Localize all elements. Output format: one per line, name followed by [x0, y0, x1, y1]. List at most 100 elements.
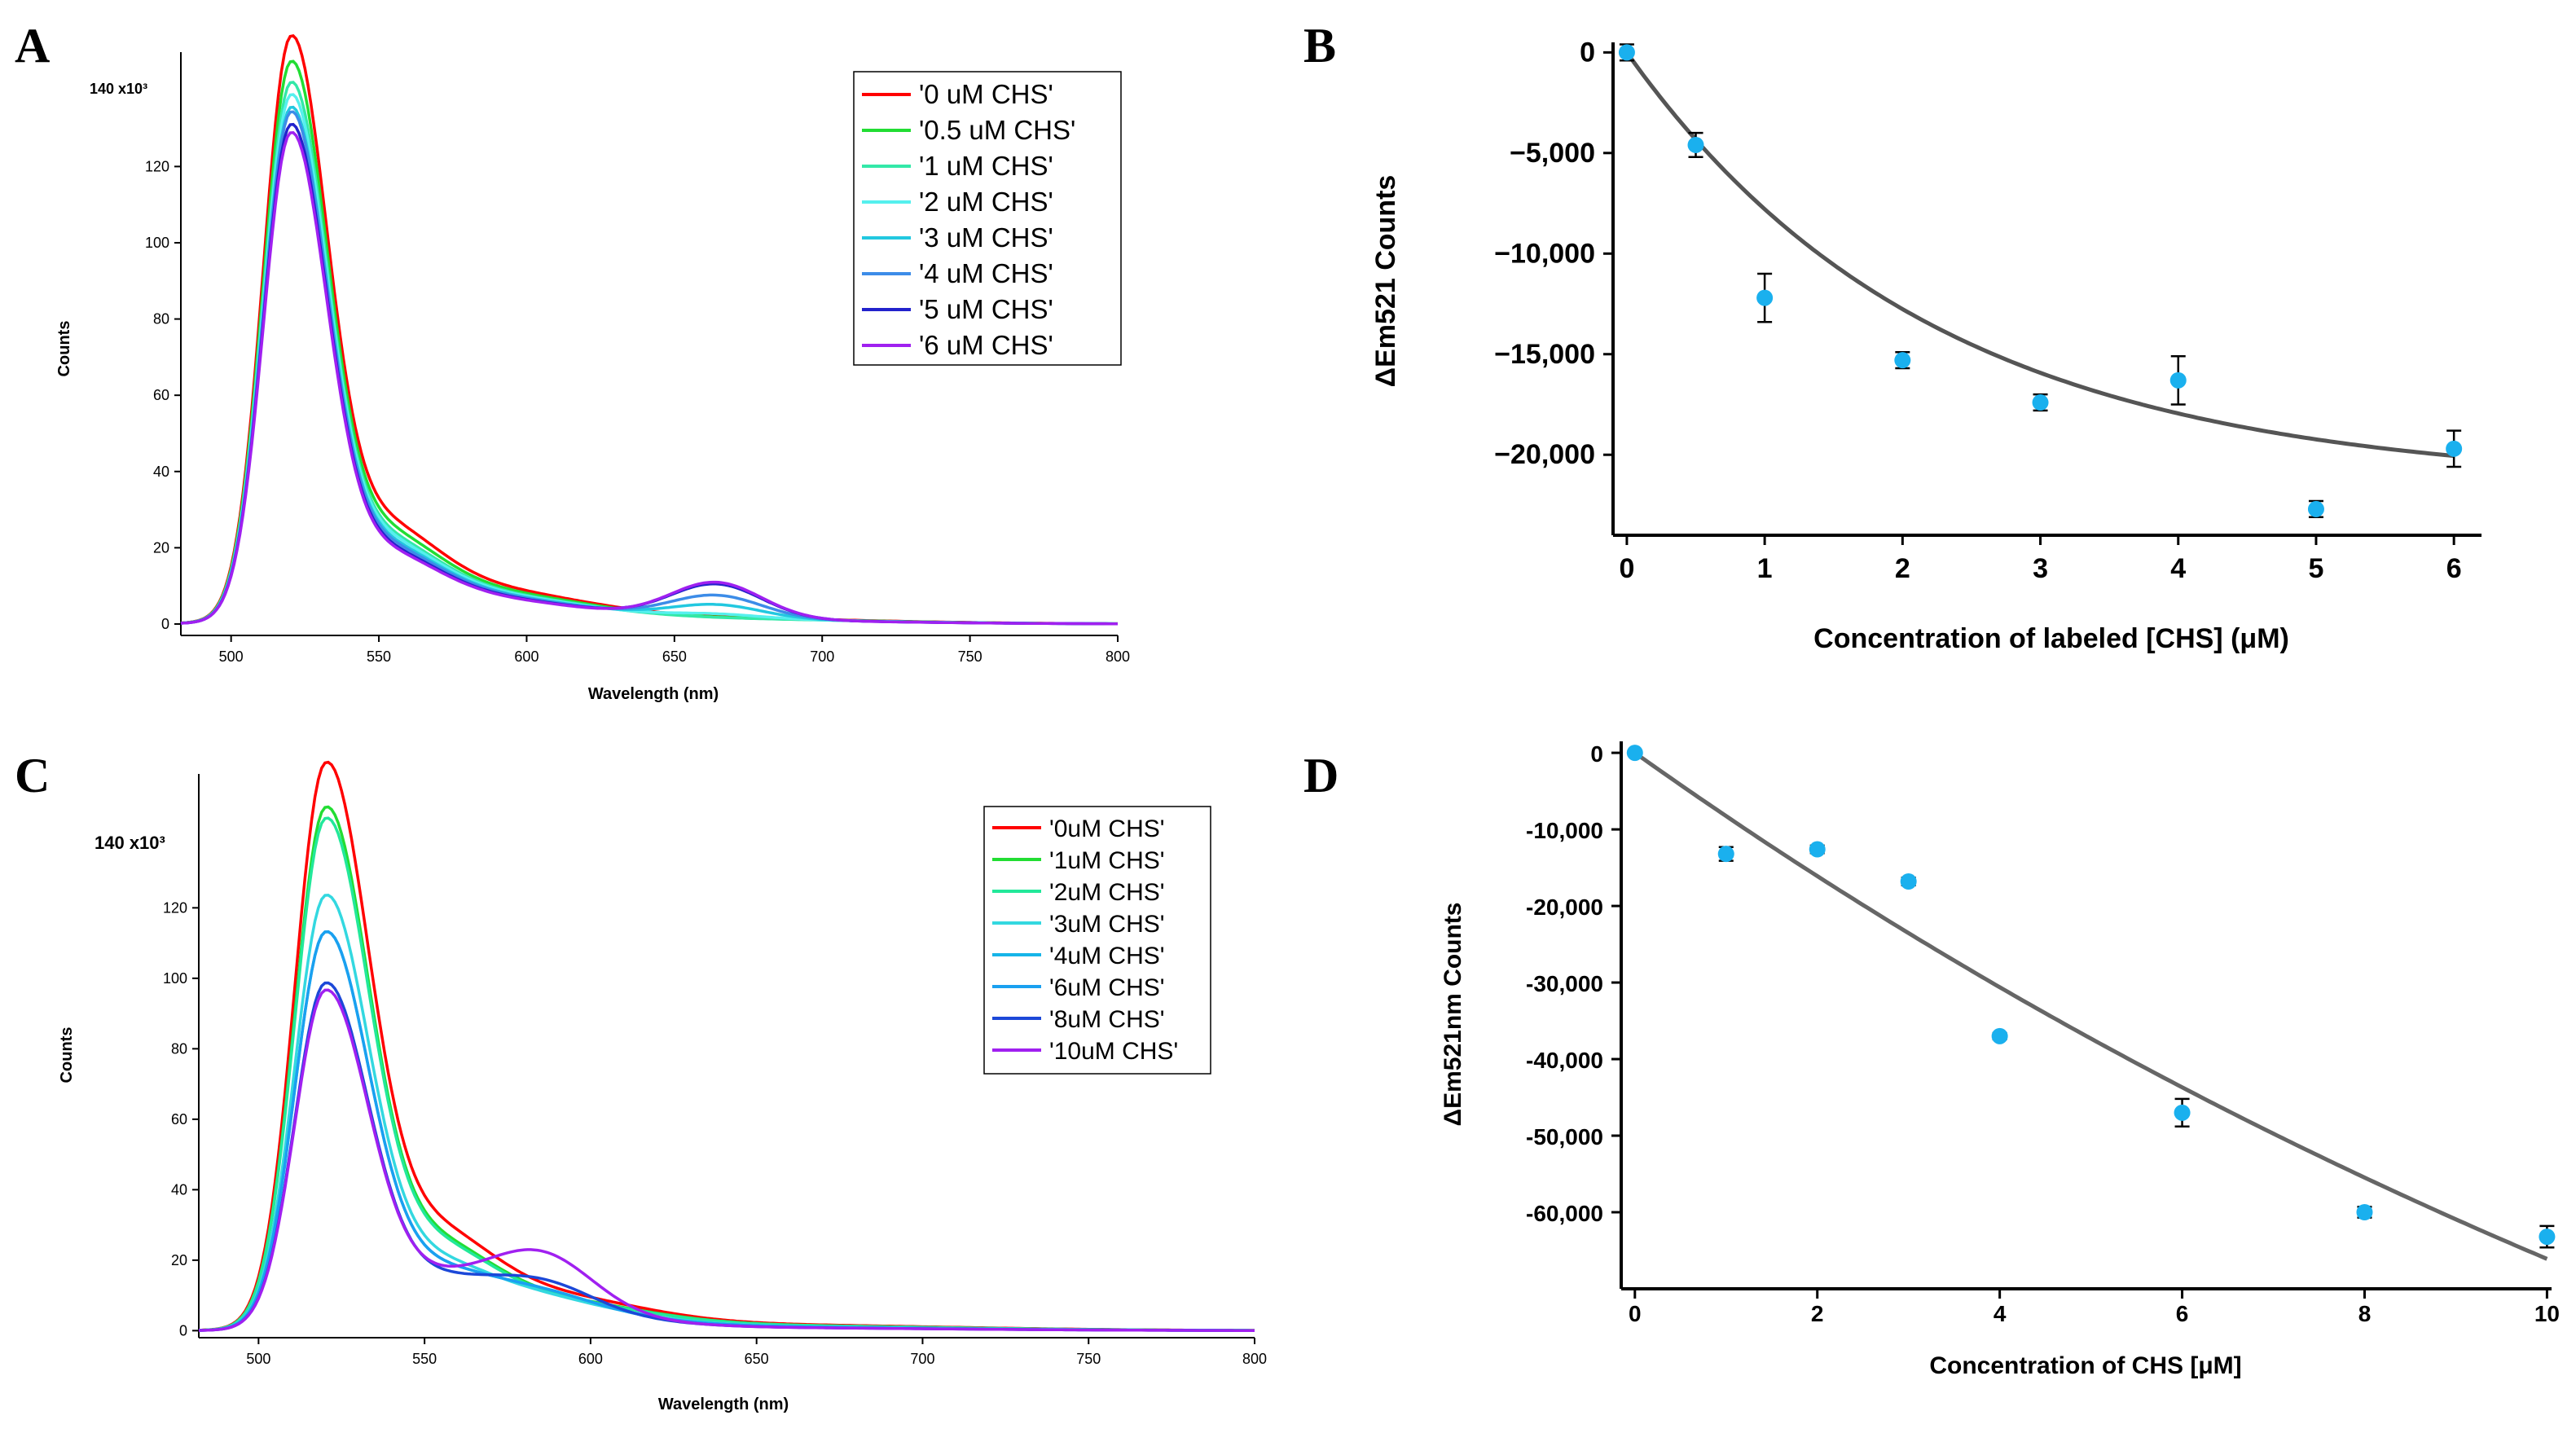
series-line-8: [199, 988, 1255, 1332]
data-point: [2174, 1104, 2191, 1121]
x-axis-title-a: Wavelength (nm): [588, 685, 719, 703]
y-tick-label: 60: [153, 387, 169, 403]
data-point: [1618, 44, 1635, 61]
y-tick-label: 60: [171, 1111, 187, 1127]
data-point: [2446, 440, 2463, 457]
x-tick-label: 5: [2308, 553, 2323, 584]
x-tick-label: 650: [662, 648, 687, 665]
y-tick-label: 80: [171, 1040, 187, 1057]
y-multiplier-label-a: 140 x10³: [90, 81, 147, 97]
y-tick-label: -60,000: [1526, 1201, 1603, 1226]
legend-label-3: '2uM CHS': [1049, 879, 1165, 906]
legend-label-1: '0 uM CHS': [919, 79, 1053, 109]
legend-label-8: '6 uM CHS': [919, 330, 1053, 360]
y-tick-label: -10,000: [1526, 818, 1603, 843]
y-tick-label: -40,000: [1526, 1048, 1603, 1073]
legend-label-6: '6uM CHS': [1049, 974, 1165, 1001]
legend-label-7: '5 uM CHS': [919, 294, 1053, 324]
data-point: [1900, 873, 1917, 890]
data-point: [2356, 1204, 2373, 1221]
y-axis-title-d: ΔEm521nm Counts: [1440, 903, 1466, 1127]
legend: '0uM CHS' '1uM CHS' '2uM CHS' '3uM CHS' '4uM…: [983, 806, 1211, 1075]
x-tick-label: 2: [1895, 553, 1910, 584]
y-tick-label: 0: [161, 616, 169, 632]
y-tick-label: 20: [153, 539, 169, 556]
x-tick-label: 650: [745, 1351, 769, 1367]
data-point: [2307, 500, 2324, 517]
x-axis-title-c: Wavelength (nm): [658, 1396, 789, 1413]
legend-label-2: '0.5 uM CHS': [919, 115, 1075, 145]
x-tick-label: 6: [2176, 1301, 2189, 1326]
legend-label-6: '4 uM CHS': [919, 258, 1053, 288]
data-point: [1894, 352, 1911, 369]
y-tick-label: 100: [145, 235, 169, 251]
y-axis-title-a: Counts: [55, 321, 73, 377]
x-tick-label: 2: [1811, 1301, 1824, 1326]
plot-area-a: 500 550 600 650 700 750 800 0 20 40 60 80 100 120 '0 u…: [145, 33, 1130, 665]
data-point: [1809, 841, 1826, 858]
y-tick-label: 120: [163, 899, 187, 916]
legend-label-5: '4uM CHS': [1049, 943, 1165, 969]
legend-label-4: '3uM CHS': [1049, 911, 1165, 938]
y-tick-label: 40: [171, 1181, 187, 1198]
y-tick-label: 40: [153, 464, 169, 480]
x-tick-label: 500: [246, 1351, 270, 1367]
legend-label-8: '10uM CHS': [1049, 1038, 1178, 1065]
y-tick-label: −5,000: [1510, 138, 1595, 169]
legend-label-1: '0uM CHS': [1049, 815, 1165, 842]
panel-label-c: C: [15, 749, 50, 802]
x-tick-label: 500: [219, 648, 244, 665]
legend: '0 uM CHS' '0.5 uM CHS' '1 uM CHS' '2 uM CH…: [853, 71, 1122, 366]
data-point: [1991, 1027, 2008, 1044]
legend-label-3: '1 uM CHS': [919, 151, 1053, 181]
x-tick-label: 1: [1757, 553, 1773, 584]
y-tick-label: 0: [179, 1322, 187, 1338]
x-tick-label: 700: [910, 1351, 934, 1367]
y-multiplier-label-c: 140 x10³: [95, 833, 165, 853]
legend-box: [853, 71, 1122, 366]
plot-area-c: 500 550 600 650 700 750 800 0 20 40 60 80 100 120 '0uM…: [163, 760, 1267, 1367]
x-tick-label: 750: [1076, 1351, 1101, 1367]
x-tick-label: 3: [2033, 553, 2048, 584]
y-tick-label: 0: [1590, 741, 1603, 767]
y-tick-label: -50,000: [1526, 1124, 1603, 1149]
x-axis-title-d: Concentration of CHS [μM]: [1929, 1352, 2241, 1379]
data-point: [2539, 1229, 2556, 1246]
spectrum-chart-a: 500 550 600 650 700 750 800 0 20 40 60 80 100 120 '0 u…: [55, 33, 1130, 703]
legend-label-7: '8uM CHS': [1049, 1006, 1165, 1033]
x-tick-label: 550: [412, 1351, 437, 1367]
x-axis-title-b: Concentration of labeled [CHS] (μM): [1813, 623, 2289, 654]
data-point: [1687, 136, 1704, 153]
series-line-8: [180, 130, 1118, 626]
plot-area-d: 0 2 4 6 8 10 0 -10,000 -20,000 -30,000 -40,000 -50,…: [1526, 741, 2560, 1326]
y-tick-label: −20,000: [1494, 439, 1595, 470]
x-tick-label: 750: [958, 648, 982, 665]
x-tick-label: 0: [1629, 1301, 1642, 1326]
legend-label-4: '2 uM CHS': [919, 187, 1053, 217]
spectrum-chart-c: 500 550 600 650 700 750 800 0 20 40 60 80 100 120 '0uM…: [58, 760, 1267, 1413]
y-tick-label: 0: [1580, 37, 1595, 68]
data-point: [1717, 846, 1734, 863]
binding-chart-b: 0 1 2 3 4 5 6 0 −5,000 −10,000 −15,000 −20,000 Conc…: [1370, 37, 2481, 654]
x-tick-label: 4: [1994, 1301, 2007, 1326]
y-tick-label: 120: [145, 158, 169, 174]
y-axis-title-c: Counts: [58, 1027, 76, 1084]
data-point: [1756, 289, 1774, 306]
y-tick-label: −10,000: [1494, 238, 1595, 269]
x-tick-label: 0: [1619, 553, 1634, 584]
panel-label-d: D: [1303, 749, 1339, 802]
panel-label-b: B: [1303, 19, 1336, 73]
legend-label-5: '3 uM CHS': [919, 222, 1053, 253]
x-tick-label: 600: [514, 648, 538, 665]
y-tick-label: −15,000: [1494, 339, 1595, 370]
fit-curve: [1633, 751, 2548, 1261]
y-tick-label: -20,000: [1526, 895, 1603, 920]
x-tick-label: 550: [367, 648, 391, 665]
fit-curve: [1624, 51, 2455, 459]
data-point: [1626, 745, 1643, 762]
data-point: [2169, 371, 2187, 389]
x-tick-label: 800: [1106, 648, 1130, 665]
y-tick-label: -30,000: [1526, 971, 1603, 996]
legend-box: [983, 806, 1211, 1075]
